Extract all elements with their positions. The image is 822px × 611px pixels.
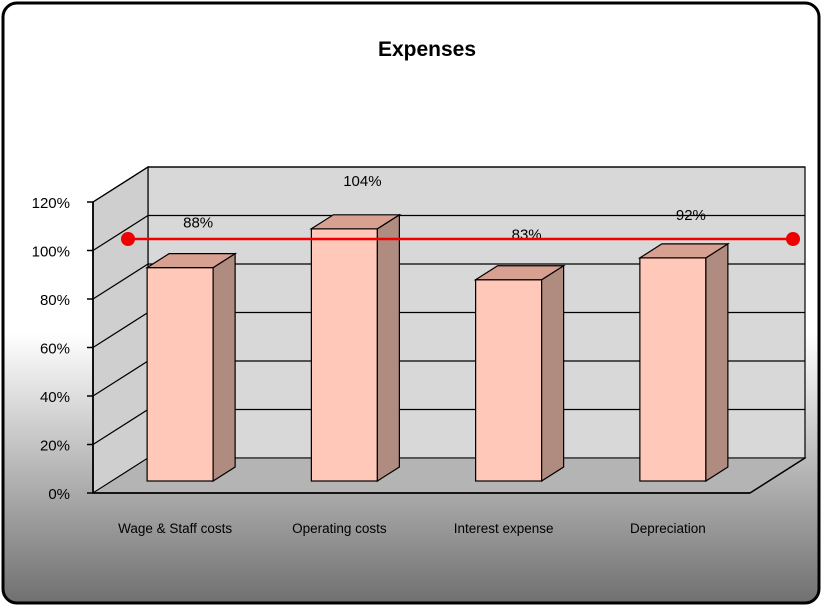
x-tick-label: Interest expense [454,521,554,536]
bar-side [541,264,565,483]
reference-point [786,232,800,246]
gridline [92,263,805,300]
reference-point [121,232,135,246]
x-tick-label: Depreciation [630,521,706,536]
bar-side [376,213,400,483]
bar-side [212,252,236,483]
data-label: 88% [183,215,213,232]
bar-front [639,257,707,482]
bar-top [473,265,566,281]
y-tick-label: 40% [40,389,70,406]
x-tick-label: Wage & Staff costs [118,521,232,536]
floor-edge [749,457,806,494]
bar-side [705,242,729,483]
plot-area: 0% 20% 40% 60% 80% 100% 120% 88% Wage & Staff co… [32,165,807,536]
bar-front [310,228,378,482]
data-label: 83% [512,227,542,244]
y-tick-label: 120% [32,195,70,212]
data-label: 92% [676,207,706,224]
y-tick-label: 20% [40,438,70,455]
gridline [92,214,805,252]
bar-top [309,214,402,230]
data-label: 104% [343,173,381,190]
y-tick-label: 60% [40,341,70,358]
bar-top [145,253,238,269]
bar-front [146,267,214,482]
chart-title: Expenses [378,38,476,61]
y-tick-label: 0% [48,486,70,503]
y-tick-label: 80% [40,292,70,309]
bar-top [637,243,730,259]
bar-front [475,279,543,482]
gridline [92,166,805,203]
y-tick-label: 100% [32,244,70,261]
x-tick-label: Operating costs [292,521,387,536]
